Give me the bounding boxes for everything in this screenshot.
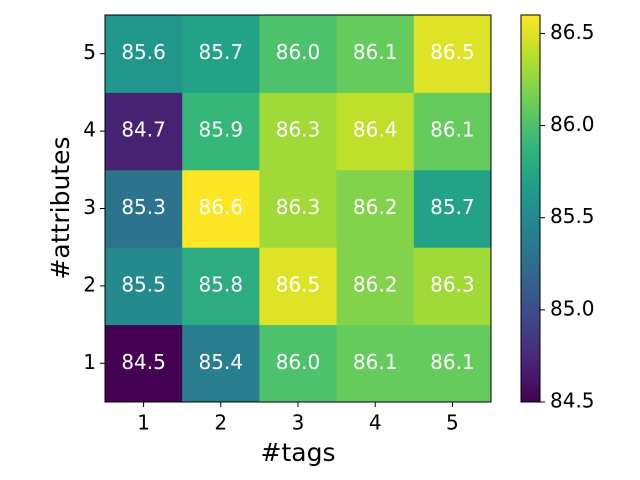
- cell-value-label: 85.7: [430, 195, 475, 219]
- cell-value-label: 84.5: [121, 350, 166, 374]
- heatmap-cell: [105, 92, 183, 171]
- heatmap-cell: [336, 169, 415, 248]
- cell-value-label: 85.7: [199, 40, 244, 64]
- heatmap-cell: [105, 15, 183, 93]
- heatmap-cell: [182, 169, 260, 248]
- cell-value-label: 85.6: [121, 40, 166, 64]
- heatmap-cell: [182, 15, 260, 93]
- heatmap-cell: [105, 247, 183, 326]
- colorbar-tick-label: 86.5: [550, 20, 595, 44]
- cell-value-label: 85.5: [121, 272, 166, 296]
- cell-value-label: 86.3: [276, 118, 321, 142]
- x-tick-label: 1: [137, 411, 150, 435]
- heatmap-cell: [336, 15, 415, 93]
- heatmap-cell: [105, 324, 183, 403]
- heatmap-cell: [182, 92, 260, 171]
- heatmap-cell: [336, 324, 415, 403]
- y-tick-label: 2: [83, 272, 96, 296]
- cell-value-label: 86.1: [430, 350, 475, 374]
- heatmap-cell: [336, 92, 415, 171]
- heatmap-cell: [413, 15, 492, 93]
- cell-value-label: 86.3: [276, 195, 321, 219]
- heatmap-cell: [259, 92, 338, 171]
- cell-value-label: 85.4: [199, 350, 244, 374]
- colorbar-tick-label: 85.0: [550, 296, 595, 320]
- heatmap-cell: [259, 324, 338, 403]
- heatmap-cell: [182, 324, 260, 403]
- y-tick-label: 5: [83, 40, 96, 64]
- y-tick-label: 3: [83, 195, 96, 219]
- heatmap-cell: [105, 169, 183, 248]
- x-tick-label: 4: [369, 411, 382, 435]
- cell-value-label: 86.0: [276, 350, 321, 374]
- cell-value-label: 84.7: [121, 118, 166, 142]
- cell-value-label: 85.3: [121, 195, 166, 219]
- cell-value-label: 85.9: [199, 118, 244, 142]
- cell-value-label: 86.1: [353, 350, 398, 374]
- heatmap-cell: [413, 324, 492, 403]
- x-axis-label: #tags: [261, 438, 336, 467]
- y-tick-label: 1: [83, 350, 96, 374]
- y-tick-label: 4: [83, 118, 96, 142]
- cell-value-label: 86.6: [199, 195, 244, 219]
- cell-value-label: 86.5: [276, 272, 321, 296]
- y-axis-label: #attributes: [46, 136, 75, 279]
- heatmap-cell: [413, 92, 492, 171]
- cell-value-label: 86.5: [430, 40, 475, 64]
- cell-value-label: 86.2: [353, 195, 398, 219]
- cell-value-label: 86.4: [353, 118, 398, 142]
- cell-value-label: 86.0: [276, 40, 321, 64]
- x-tick-label: 3: [292, 411, 305, 435]
- x-tick-label: 5: [446, 411, 459, 435]
- colorbar-tick-label: 86.0: [550, 112, 595, 136]
- heatmap-cell: [413, 247, 492, 326]
- cell-value-label: 86.1: [430, 118, 475, 142]
- heatmap-cell: [182, 247, 260, 326]
- colorbar: [520, 14, 541, 403]
- heatmap-cell: [413, 169, 492, 248]
- cell-value-label: 86.3: [430, 272, 475, 296]
- colorbar-tick-label: 84.5: [550, 389, 595, 413]
- heatmap-cell: [259, 169, 338, 248]
- cell-value-label: 86.2: [353, 272, 398, 296]
- heatmap-cell: [336, 247, 415, 326]
- colorbar-tick-label: 85.5: [550, 204, 595, 228]
- cell-value-label: 86.1: [353, 40, 398, 64]
- cell-value-label: 85.8: [199, 272, 244, 296]
- heatmap-cell: [259, 15, 338, 93]
- heatmap-cell: [259, 247, 338, 326]
- x-tick-label: 2: [214, 411, 227, 435]
